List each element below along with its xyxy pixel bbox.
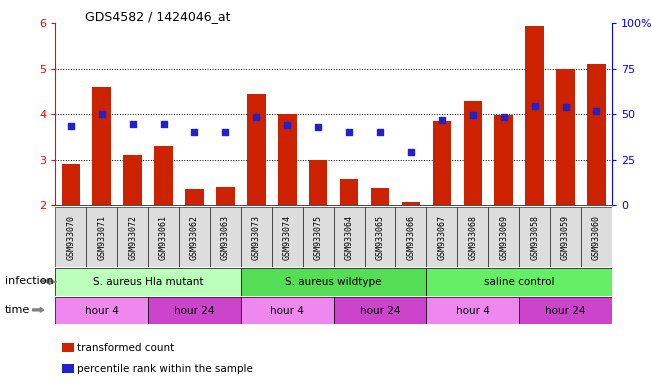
Text: S. aureus wildtype: S. aureus wildtype bbox=[285, 277, 382, 287]
Bar bbox=[402, 202, 420, 205]
Bar bbox=[494, 115, 513, 205]
Text: infection: infection bbox=[5, 276, 54, 286]
Text: GSM933075: GSM933075 bbox=[314, 215, 323, 260]
Text: hour 4: hour 4 bbox=[270, 306, 304, 316]
Point bbox=[158, 121, 169, 127]
Bar bbox=[333, 297, 426, 324]
Text: GSM933068: GSM933068 bbox=[468, 215, 477, 260]
Bar bbox=[426, 268, 612, 296]
Bar bbox=[309, 160, 327, 205]
Bar bbox=[148, 207, 179, 267]
Text: GSM933064: GSM933064 bbox=[344, 215, 353, 260]
Bar bbox=[519, 207, 550, 267]
Bar bbox=[241, 207, 271, 267]
Text: GSM933065: GSM933065 bbox=[376, 215, 385, 260]
Bar bbox=[525, 26, 544, 205]
Bar bbox=[519, 297, 612, 324]
Bar bbox=[86, 207, 117, 267]
Point bbox=[591, 108, 602, 114]
Bar bbox=[550, 207, 581, 267]
Point bbox=[561, 104, 571, 111]
Text: GSM933067: GSM933067 bbox=[437, 215, 447, 260]
Point bbox=[344, 129, 354, 135]
Bar bbox=[432, 121, 451, 205]
Bar bbox=[395, 207, 426, 267]
Text: GSM933071: GSM933071 bbox=[97, 215, 106, 260]
Text: GSM933070: GSM933070 bbox=[66, 215, 76, 260]
Point bbox=[406, 149, 416, 155]
Bar bbox=[556, 69, 575, 205]
Text: GSM933073: GSM933073 bbox=[252, 215, 261, 260]
Bar bbox=[333, 207, 365, 267]
Point bbox=[96, 111, 107, 118]
Bar bbox=[241, 297, 333, 324]
Point bbox=[128, 121, 138, 127]
Bar bbox=[488, 207, 519, 267]
Bar bbox=[278, 114, 296, 205]
Text: hour 24: hour 24 bbox=[174, 306, 215, 316]
Point bbox=[375, 129, 385, 135]
Point bbox=[467, 112, 478, 118]
Bar bbox=[581, 207, 612, 267]
Bar bbox=[55, 268, 241, 296]
Point bbox=[251, 113, 262, 119]
Text: percentile rank within the sample: percentile rank within the sample bbox=[77, 364, 253, 374]
Bar bbox=[185, 189, 204, 205]
Bar bbox=[154, 146, 173, 205]
Text: hour 4: hour 4 bbox=[456, 306, 490, 316]
Bar bbox=[241, 268, 426, 296]
Bar bbox=[117, 207, 148, 267]
Text: GSM933066: GSM933066 bbox=[406, 215, 415, 260]
Bar bbox=[464, 101, 482, 205]
Point bbox=[189, 129, 200, 135]
Text: GSM933061: GSM933061 bbox=[159, 215, 168, 260]
Point bbox=[282, 122, 292, 128]
Bar bbox=[148, 297, 241, 324]
Text: hour 24: hour 24 bbox=[546, 306, 586, 316]
Text: GSM933074: GSM933074 bbox=[283, 215, 292, 260]
Text: time: time bbox=[5, 305, 31, 315]
Point bbox=[529, 103, 540, 109]
Bar bbox=[365, 207, 395, 267]
Text: transformed count: transformed count bbox=[77, 343, 174, 353]
Bar bbox=[303, 207, 333, 267]
Text: GSM933058: GSM933058 bbox=[530, 215, 539, 260]
Bar bbox=[210, 207, 241, 267]
Text: hour 4: hour 4 bbox=[85, 306, 118, 316]
Bar bbox=[55, 207, 86, 267]
Bar bbox=[340, 179, 358, 205]
Bar bbox=[370, 188, 389, 205]
Bar bbox=[426, 297, 519, 324]
Point bbox=[220, 129, 230, 135]
Bar bbox=[271, 207, 303, 267]
Text: GSM933063: GSM933063 bbox=[221, 215, 230, 260]
Point bbox=[437, 117, 447, 123]
Point bbox=[499, 114, 509, 121]
Text: GSM933060: GSM933060 bbox=[592, 215, 601, 260]
Bar bbox=[55, 297, 148, 324]
Bar bbox=[426, 207, 457, 267]
Text: S. aureus Hla mutant: S. aureus Hla mutant bbox=[93, 277, 203, 287]
Bar bbox=[587, 64, 605, 205]
Bar bbox=[124, 155, 142, 205]
Text: GSM933069: GSM933069 bbox=[499, 215, 508, 260]
Bar bbox=[61, 164, 80, 205]
Text: GSM933072: GSM933072 bbox=[128, 215, 137, 260]
Bar bbox=[92, 87, 111, 205]
Point bbox=[66, 122, 76, 129]
Text: saline control: saline control bbox=[484, 277, 555, 287]
Bar bbox=[247, 94, 266, 205]
Point bbox=[313, 124, 324, 130]
Bar bbox=[457, 207, 488, 267]
Text: GSM933062: GSM933062 bbox=[190, 215, 199, 260]
Text: GSM933059: GSM933059 bbox=[561, 215, 570, 260]
Bar bbox=[179, 207, 210, 267]
Text: GDS4582 / 1424046_at: GDS4582 / 1424046_at bbox=[85, 10, 230, 23]
Text: hour 24: hour 24 bbox=[360, 306, 400, 316]
Bar bbox=[216, 187, 234, 205]
